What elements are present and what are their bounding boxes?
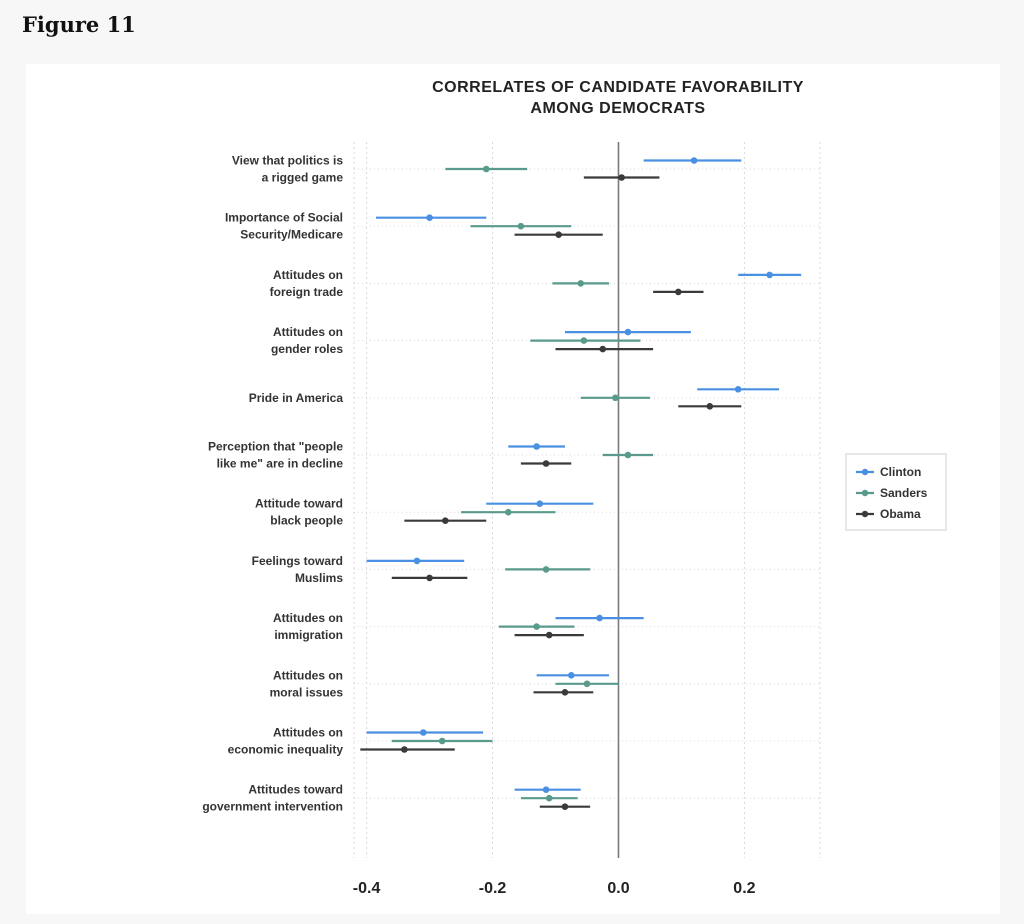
legend-marker-clinton bbox=[861, 468, 869, 476]
category-label: foreign trade bbox=[270, 285, 344, 299]
point-clinton bbox=[533, 443, 540, 450]
data-marks bbox=[360, 157, 802, 810]
category-label: Security/Medicare bbox=[240, 228, 343, 242]
category-label: Attitudes on bbox=[273, 325, 343, 339]
candidate-favorability-chart: CORRELATES OF CANDIDATE FAVORABILITY AMON… bbox=[202, 79, 947, 897]
x-tick-label: -0.2 bbox=[479, 880, 507, 897]
category-label: Attitudes on bbox=[273, 611, 343, 625]
x-tick-label: 0.0 bbox=[607, 880, 629, 897]
point-obama bbox=[426, 574, 433, 582]
point-clinton bbox=[734, 386, 742, 393]
point-obama bbox=[545, 631, 553, 639]
legend-label-sanders: Sanders bbox=[880, 486, 928, 500]
point-sanders bbox=[624, 451, 632, 459]
category-label: Muslims bbox=[295, 571, 343, 585]
category-label: moral issues bbox=[270, 685, 344, 699]
category-labels: View that politics is a rigged game Import… bbox=[202, 154, 343, 814]
category-label: Pride in America bbox=[249, 391, 344, 405]
point-obama bbox=[561, 803, 569, 810]
category-label: Perception that "people bbox=[208, 440, 343, 454]
point-clinton bbox=[413, 557, 421, 565]
point-obama bbox=[442, 517, 449, 524]
point-sanders bbox=[583, 680, 591, 688]
point-clinton bbox=[567, 672, 575, 679]
point-obama bbox=[706, 403, 714, 410]
figure-label: Figure 11 bbox=[22, 12, 136, 37]
point-obama bbox=[561, 689, 569, 696]
point-sanders bbox=[533, 623, 540, 630]
point-obama bbox=[542, 460, 550, 467]
chart-title-line: AMONG DEMOCRATS bbox=[530, 100, 705, 117]
category-label: Importance of Social bbox=[225, 211, 343, 225]
chart-card: CORRELATES OF CANDIDATE FAVORABILITY AMON… bbox=[26, 64, 1000, 914]
point-obama bbox=[599, 345, 607, 353]
point-clinton bbox=[624, 328, 632, 336]
category-label: government intervention bbox=[202, 800, 343, 814]
point-clinton bbox=[542, 786, 550, 793]
point-clinton bbox=[766, 271, 773, 279]
point-clinton bbox=[536, 500, 544, 508]
point-sanders bbox=[580, 337, 588, 344]
legend: Clinton Sanders Obama bbox=[845, 453, 947, 531]
legend-label-obama: Obama bbox=[880, 507, 921, 521]
legend-marker-sanders bbox=[861, 489, 869, 497]
point-sanders bbox=[438, 737, 446, 745]
x-axis-ticks: -0.4 -0.2 0.0 0.2 bbox=[353, 880, 756, 897]
chart-title: CORRELATES OF CANDIDATE FAVORABILITY AMON… bbox=[432, 79, 804, 117]
point-obama bbox=[675, 288, 682, 296]
category-label: View that politics is bbox=[232, 154, 343, 168]
point-clinton bbox=[426, 214, 433, 221]
point-obama bbox=[401, 746, 408, 753]
point-obama bbox=[555, 231, 562, 238]
point-sanders bbox=[482, 165, 490, 173]
point-clinton bbox=[419, 729, 427, 736]
legend-label-clinton: Clinton bbox=[880, 465, 921, 479]
chart-title-line: CORRELATES OF CANDIDATE FAVORABILITY bbox=[432, 79, 804, 96]
point-sanders bbox=[517, 222, 525, 230]
category-label: black people bbox=[270, 514, 343, 528]
point-sanders bbox=[577, 280, 585, 287]
point-sanders bbox=[612, 394, 619, 402]
point-sanders bbox=[545, 794, 553, 802]
category-label: like me" are in decline bbox=[217, 457, 344, 471]
category-label: Attitudes on bbox=[273, 726, 343, 740]
x-tick-label: 0.2 bbox=[733, 880, 755, 897]
category-label: gender roles bbox=[271, 342, 343, 356]
category-label: immigration bbox=[274, 628, 343, 642]
legend-marker-obama bbox=[861, 510, 869, 518]
category-label: Attitudes on bbox=[273, 668, 343, 682]
category-label: Attitude toward bbox=[255, 497, 343, 511]
category-label: Attitudes on bbox=[273, 268, 343, 282]
point-clinton bbox=[690, 157, 698, 164]
x-tick-label: -0.4 bbox=[353, 880, 381, 897]
point-clinton bbox=[596, 614, 603, 622]
category-label: Feelings toward bbox=[252, 554, 343, 568]
category-label: economic inequality bbox=[228, 743, 344, 757]
point-obama bbox=[618, 174, 625, 181]
category-label: a rigged game bbox=[262, 171, 344, 185]
point-sanders bbox=[542, 566, 550, 573]
category-label: Attitudes toward bbox=[248, 783, 343, 797]
point-sanders bbox=[504, 508, 512, 516]
